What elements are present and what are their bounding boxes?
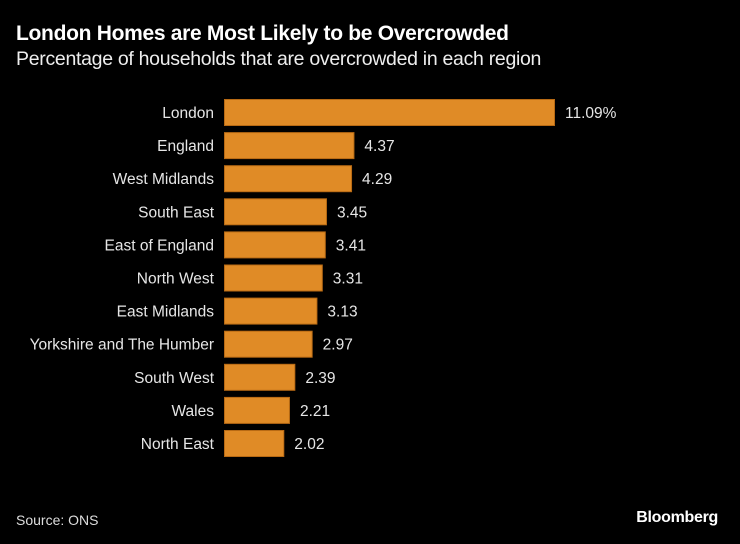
value-label: 2.97: [323, 337, 353, 354]
value-label: 3.13: [327, 304, 357, 321]
category-label: North West: [137, 271, 215, 288]
value-label: 11.09%: [565, 105, 617, 122]
category-label: East of England: [105, 237, 214, 254]
value-label: 2.02: [294, 436, 324, 453]
value-label: 2.21: [300, 403, 330, 420]
value-label: 3.41: [336, 237, 366, 254]
bar: [224, 198, 327, 226]
category-label: England: [157, 138, 214, 155]
chart-subtitle: Percentage of households that are overcr…: [16, 48, 542, 70]
bar: [224, 264, 323, 292]
category-label: East Midlands: [117, 304, 215, 321]
bar: [224, 297, 318, 325]
category-label: North East: [141, 436, 215, 453]
bloomberg-logo: Bloomberg: [636, 509, 718, 526]
category-label: South West: [134, 370, 215, 387]
bar: [224, 330, 313, 358]
value-label: 2.39: [305, 370, 335, 387]
category-label: Yorkshire and The Humber: [30, 337, 214, 354]
category-label: Wales: [172, 403, 215, 420]
value-label: 3.45: [337, 204, 367, 221]
bar: [224, 430, 285, 457]
category-label: London: [162, 105, 214, 122]
bar: [224, 99, 555, 126]
chart-title: London Homes are Most Likely to be Overc…: [16, 22, 509, 45]
value-label: 4.37: [364, 138, 394, 155]
bar: [224, 231, 326, 259]
bar: [224, 132, 355, 160]
value-label: 3.31: [333, 271, 363, 288]
bar: [224, 396, 290, 424]
category-label: South East: [138, 204, 215, 221]
category-label: West Midlands: [113, 171, 215, 188]
bar: [224, 165, 353, 193]
value-label: 4.29: [362, 171, 392, 188]
bar: [224, 363, 296, 391]
source-note: Source: ONS: [16, 512, 99, 528]
